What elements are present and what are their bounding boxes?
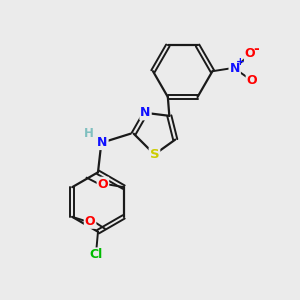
Text: Cl: Cl	[90, 248, 103, 261]
Text: O: O	[85, 215, 95, 228]
Text: N: N	[97, 136, 108, 149]
Text: O: O	[98, 178, 108, 191]
Text: N: N	[140, 106, 151, 119]
Text: O: O	[245, 47, 256, 61]
Text: N: N	[230, 62, 240, 75]
Text: +: +	[236, 57, 245, 67]
Text: O: O	[247, 74, 257, 87]
Text: -: -	[253, 42, 259, 56]
Text: H: H	[84, 127, 94, 140]
Text: S: S	[150, 148, 159, 161]
